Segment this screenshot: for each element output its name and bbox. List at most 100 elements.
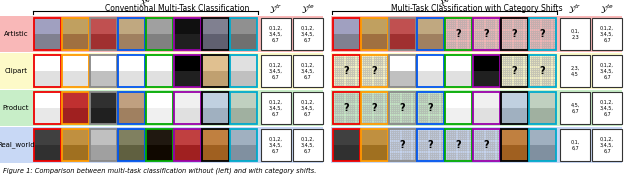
Bar [230,108,257,124]
Bar [560,18,590,50]
Bar [333,145,360,161]
Bar [261,18,291,50]
Bar [389,129,416,161]
Bar [34,34,61,50]
Bar [293,18,323,50]
Text: 0,1,2,
3,4,5,
6,7: 0,1,2, 3,4,5, 6,7 [600,100,614,116]
Bar [501,92,528,124]
Bar [118,129,145,161]
Bar [473,71,500,87]
Bar [62,92,89,108]
Bar [230,34,257,50]
Bar [118,145,145,161]
Bar [62,129,89,145]
Bar [560,129,590,161]
Text: $\mathcal{X}^{tr}$: $\mathcal{X}^{tr}$ [438,0,451,8]
Bar [417,34,444,50]
Bar [62,55,89,71]
Bar [146,129,173,145]
Text: 2,3,
4,5: 2,3, 4,5 [570,66,580,76]
Bar [118,92,145,124]
Text: ?: ? [344,66,349,76]
Bar [529,129,556,161]
Text: ?: ? [456,140,461,150]
Text: ?: ? [344,103,349,113]
Bar [445,18,472,50]
Bar [90,145,117,161]
Bar [473,92,500,108]
Bar [62,145,89,161]
Bar [361,145,388,161]
Bar [417,92,444,124]
Bar [202,108,229,124]
Bar [293,129,323,161]
Bar [529,129,556,145]
Bar [90,108,117,124]
Bar [174,145,201,161]
Bar [501,18,528,50]
Text: 0,1,2,
3,4,5,
6,7: 0,1,2, 3,4,5, 6,7 [269,26,283,42]
Bar [473,18,500,50]
Text: ?: ? [372,66,378,76]
Bar [529,18,556,50]
Bar [529,145,556,161]
Bar [146,92,173,124]
Bar [34,55,61,71]
Text: ?: ? [512,29,517,39]
Bar [174,129,201,145]
Bar [333,18,360,34]
Bar [118,55,145,71]
Bar [331,16,622,52]
Text: Conventional Multi-Task Classification: Conventional Multi-Task Classification [106,4,250,13]
Bar [361,18,388,34]
Bar [118,18,145,34]
Bar [230,18,257,50]
Bar [230,92,257,108]
Bar [174,92,201,124]
Bar [90,92,117,108]
Bar [202,55,229,87]
Text: ?: ? [400,103,405,113]
Bar [445,92,472,108]
Text: $\mathcal{Y}^{te}$: $\mathcal{Y}^{te}$ [600,2,614,16]
Bar [501,92,528,108]
Text: ?: ? [484,140,490,150]
Bar [560,55,590,87]
Bar [389,92,416,124]
Bar [501,145,528,161]
Bar [592,55,622,87]
Bar [202,129,229,145]
Bar [62,18,89,50]
Text: Figure 1: Comparison between multi-task classification without (left) and with c: Figure 1: Comparison between multi-task … [3,167,316,174]
Text: 0,1,
6,7: 0,1, 6,7 [570,140,580,150]
Bar [333,129,360,145]
Text: ?: ? [540,29,545,39]
Bar [445,108,472,124]
Bar [473,55,500,71]
Bar [331,127,622,163]
Bar [34,71,61,87]
Bar [501,108,528,124]
Text: 0,1,2,
3,4,5,
6,7: 0,1,2, 3,4,5, 6,7 [600,137,614,153]
Bar [202,55,229,71]
Bar [62,92,89,124]
Text: 0,1,2,
3,4,5,
6,7: 0,1,2, 3,4,5, 6,7 [301,63,315,79]
Text: 0,1,2,
3,4,5,
6,7: 0,1,2, 3,4,5, 6,7 [301,100,315,116]
Bar [174,71,201,87]
Bar [202,34,229,50]
Text: Artistic: Artistic [4,31,28,37]
Bar [230,55,257,71]
Bar [417,55,444,87]
Bar [34,145,61,161]
Text: ?: ? [456,29,461,39]
Bar [529,108,556,124]
Bar [118,18,145,50]
Bar [146,55,173,71]
Text: $\mathcal{X}^{tr}$: $\mathcal{X}^{tr}$ [139,0,152,8]
Bar [417,18,444,50]
Bar [230,129,257,145]
Bar [592,129,622,161]
Bar [389,55,416,87]
Bar [146,34,173,50]
Bar [445,92,472,124]
